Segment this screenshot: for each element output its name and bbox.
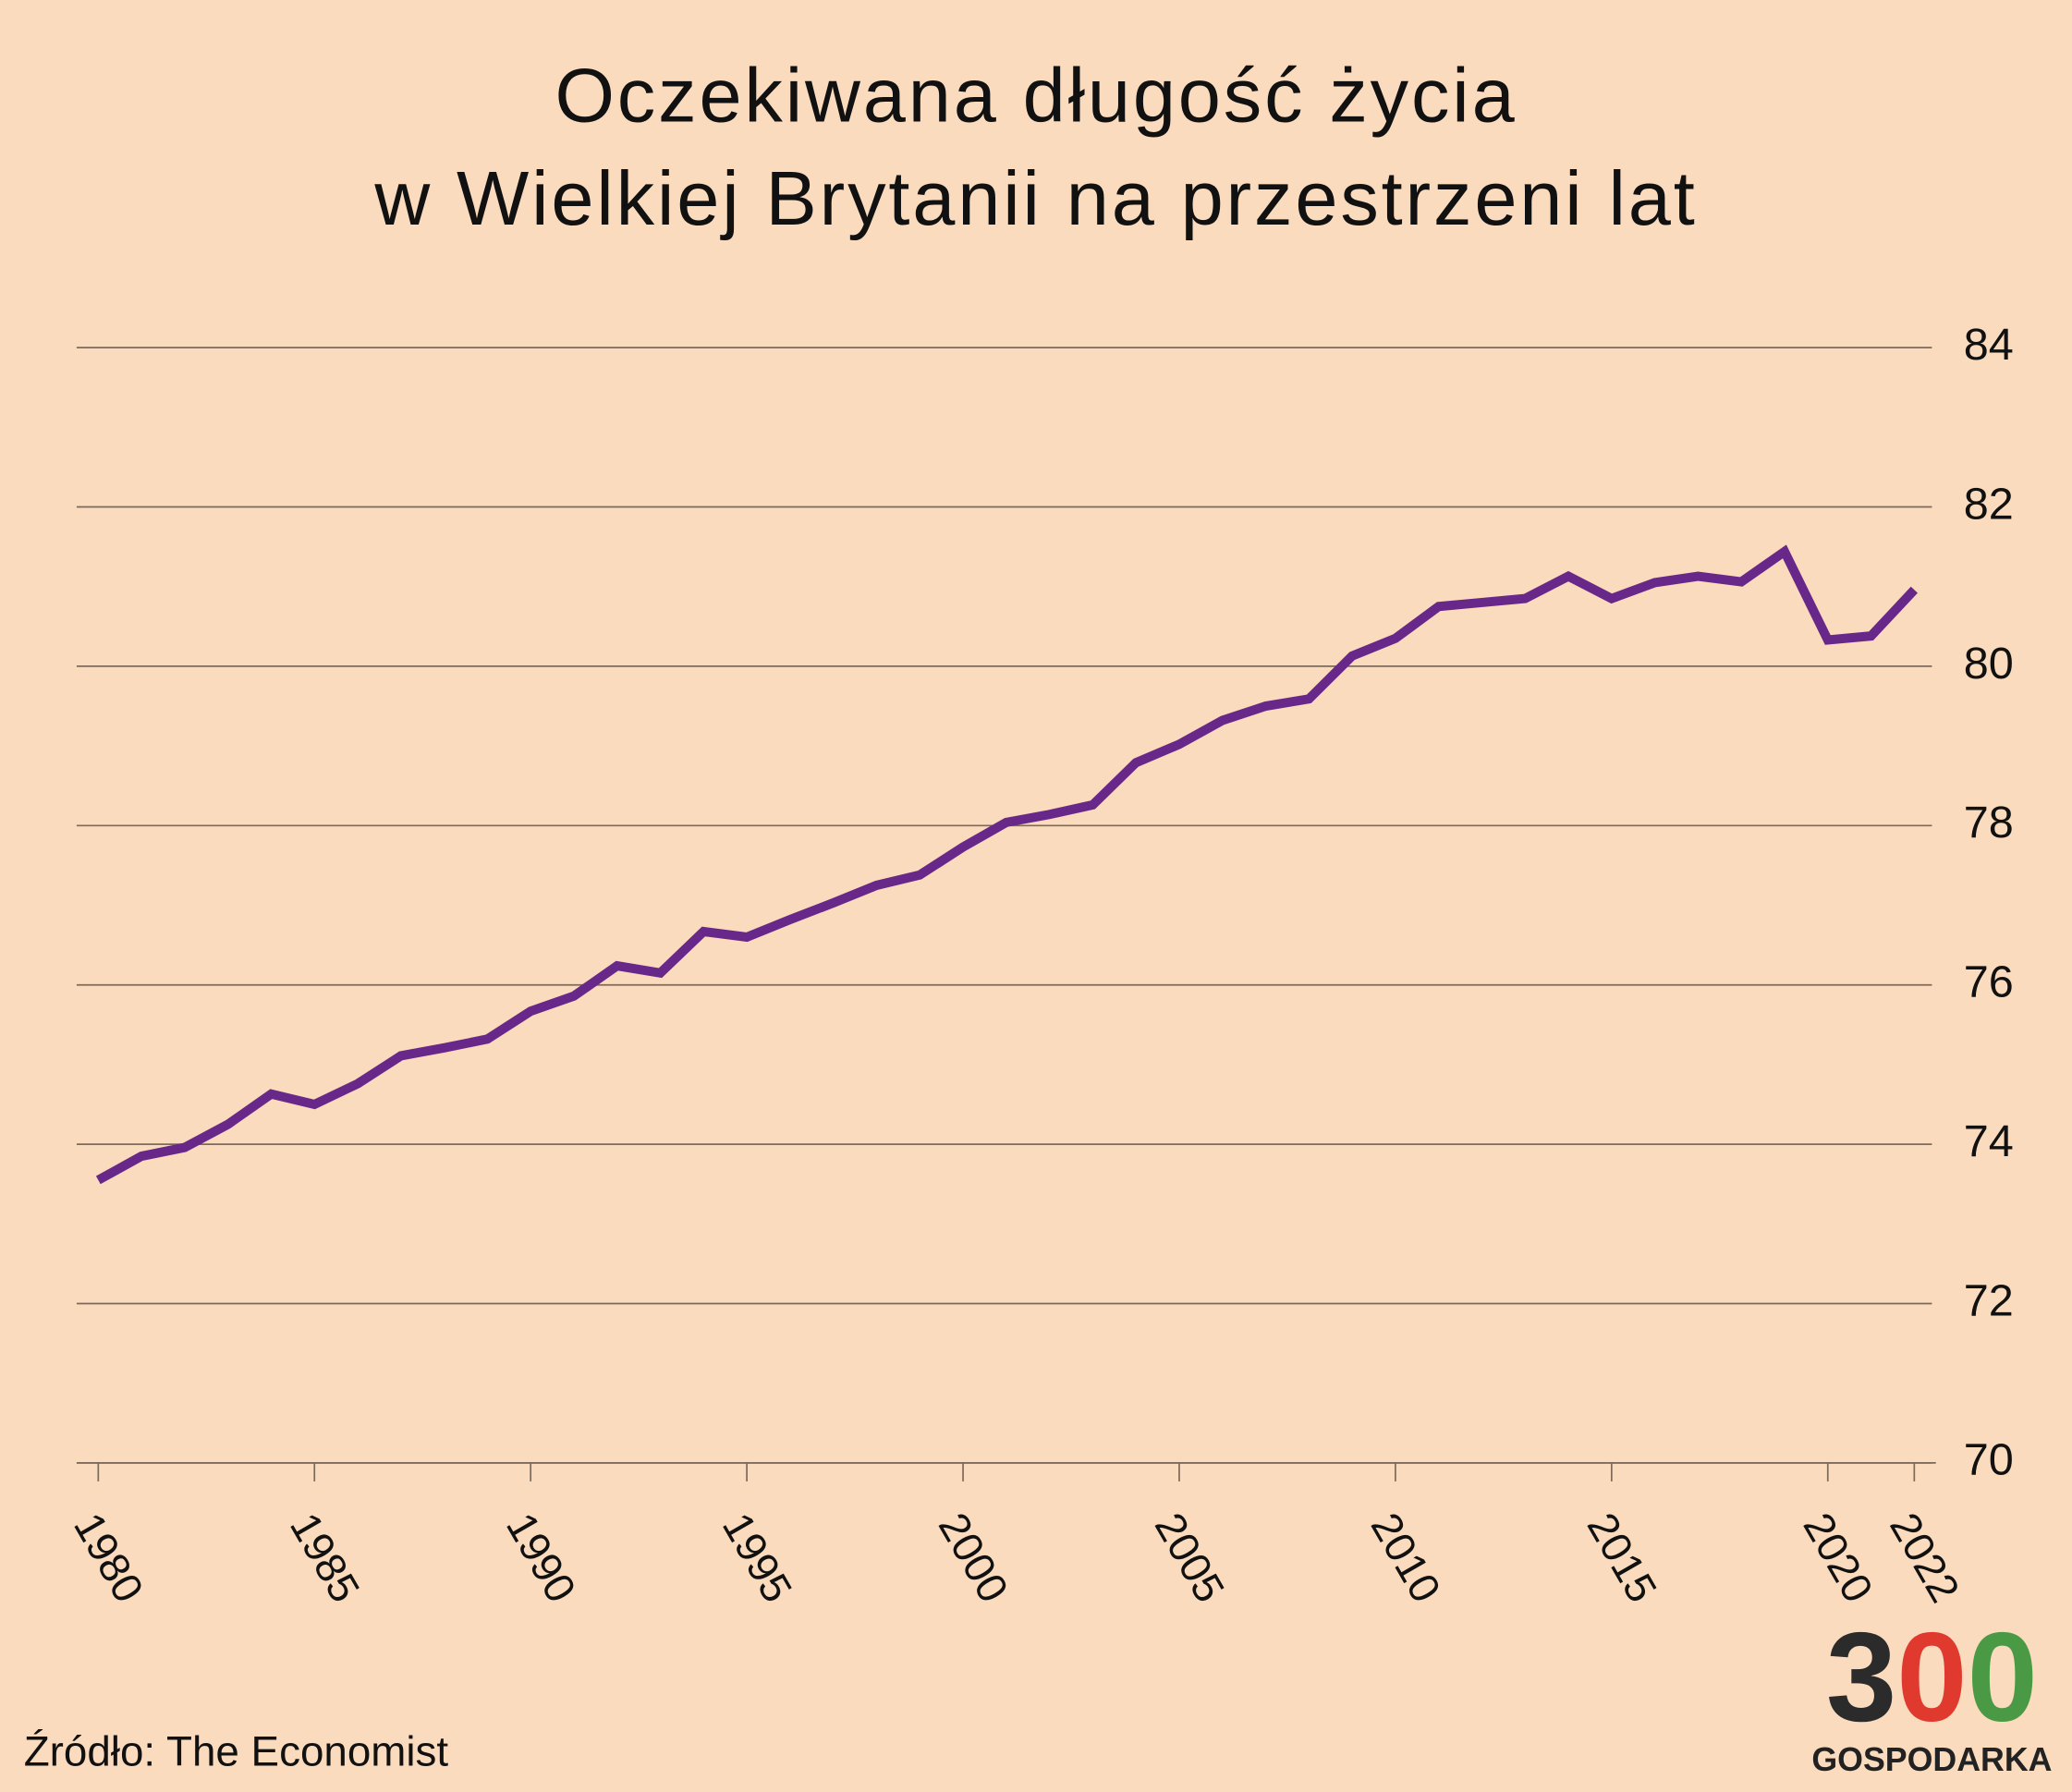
logo-digit: 3: [1826, 1607, 1896, 1749]
logo-digit: 0: [1896, 1607, 1967, 1749]
logo: 300: [1826, 1607, 2038, 1749]
y-tick-label: 72: [1964, 1275, 2014, 1325]
y-tick-label: 80: [1964, 639, 2014, 689]
line-series: [95, 544, 1918, 1185]
chart-title: Oczekiwana długość życia: [555, 53, 1517, 139]
y-tick-label: 70: [1964, 1435, 2014, 1485]
y-tick-label: 78: [1964, 798, 2014, 847]
y-tick-label: 74: [1964, 1116, 2014, 1166]
y-tick-label: 76: [1964, 957, 2014, 1007]
y-tick-label: 82: [1964, 479, 2014, 529]
chart-title: w Wielkiej Brytanii na przestrzeni lat: [373, 155, 1697, 241]
y-tick-label: 84: [1964, 320, 2014, 370]
logo-digit: 0: [1968, 1607, 2038, 1749]
logo-caption: GOSPODARKA: [1811, 1741, 2052, 1778]
source: Źródło: The Economist: [24, 1727, 449, 1774]
